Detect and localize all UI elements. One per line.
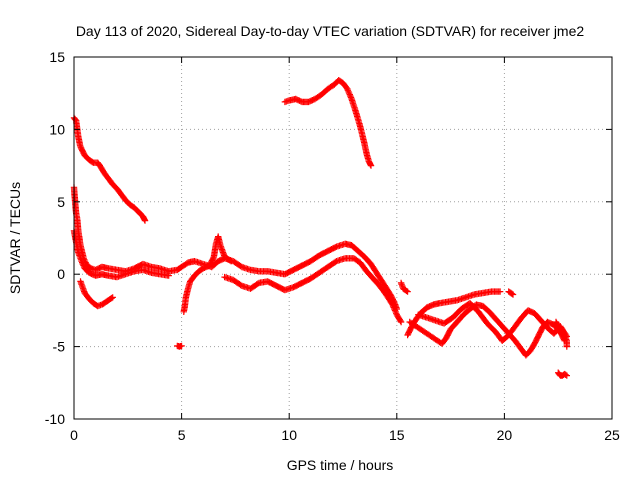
y-tick-label: 5 [57,194,65,210]
grid-lines [74,57,612,419]
y-tick-label: -5 [53,339,66,355]
y-axis-label: SDTVAR / TECUs [7,182,23,294]
data-point [79,259,86,266]
x-axis-label: GPS time / hours [287,457,394,473]
data-point [226,257,233,264]
x-tick-label: 0 [70,427,78,443]
data-point [79,260,86,268]
data-point [563,372,570,379]
data-point [391,305,398,313]
axis-ticks: 0 5 10 15 20 25 -10 -5 0 5 10 15 [45,49,620,443]
data-point [78,258,85,265]
data-point [109,294,116,301]
data-point [404,288,411,295]
data-point [388,300,395,307]
data-point [141,217,149,224]
x-tick-label: 5 [178,427,186,443]
chart-title: Day 113 of 2020, Sidereal Day-to-day VTE… [76,23,585,39]
data-point [496,288,504,295]
x-tick-label: 15 [389,427,405,443]
data-point [227,258,235,265]
x-tick-label: 25 [604,427,620,443]
y-tick-label: -10 [45,411,65,427]
data-point [397,317,404,324]
data-point [562,334,569,342]
y-tick-label: 15 [49,49,65,65]
data-point [561,331,568,339]
x-tick-label: 10 [281,427,297,443]
plot-frame [73,56,613,420]
data-point [165,272,172,279]
data-point [562,371,569,378]
data-point [178,342,185,350]
data-point [559,328,567,336]
x-tick-label: 20 [497,427,513,443]
data-point [563,343,570,350]
data-point [367,162,375,169]
y-tick-label: 0 [57,266,65,282]
data-point [345,90,353,97]
data-point [508,290,516,297]
data-point [509,291,517,298]
y-tick-label: 10 [49,121,65,137]
data-point [397,318,405,326]
data-point [403,287,410,295]
data-points [70,77,570,379]
data-point [108,294,115,302]
